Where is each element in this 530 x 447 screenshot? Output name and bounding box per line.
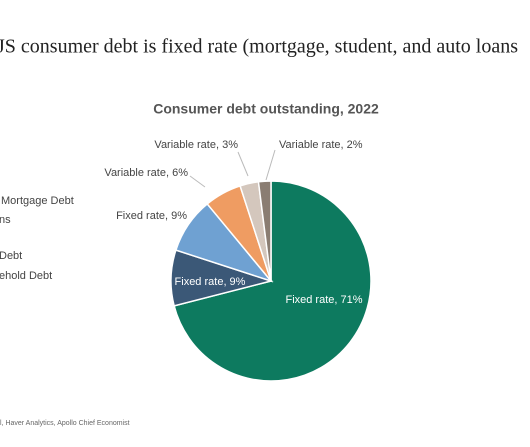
- leader-line: [265, 149, 276, 181]
- slide-title: JS consumer debt is fixed rate (mortgage…: [0, 36, 518, 58]
- leader-line: [189, 175, 206, 188]
- legend-fragment: Mortgage Debt: [1, 195, 74, 207]
- source-note: l, Haver Analytics, Apollo Chief Economi…: [0, 420, 130, 427]
- legend-fragment: Debt: [0, 250, 22, 262]
- slice-label: Variable rate, 2%: [279, 139, 363, 151]
- legend-fragment: ehold Debt: [0, 270, 52, 282]
- legend-fragment: ns: [0, 214, 11, 226]
- slice-label: Variable rate, 3%: [154, 139, 238, 151]
- chart-title: Consumer debt outstanding, 2022: [153, 101, 379, 117]
- pie-slice: [257, 180, 272, 282]
- slice-label: Fixed rate, 9%: [116, 210, 187, 222]
- leader-line: [237, 151, 249, 177]
- slice-label: Fixed rate, 71%: [285, 294, 362, 306]
- pie: Fixed rate, 71% Fixed rate, 9% Fixed rate,…: [104, 139, 372, 382]
- slice-label: Fixed rate, 9%: [175, 276, 246, 288]
- slice-label: Variable rate, 6%: [104, 167, 188, 179]
